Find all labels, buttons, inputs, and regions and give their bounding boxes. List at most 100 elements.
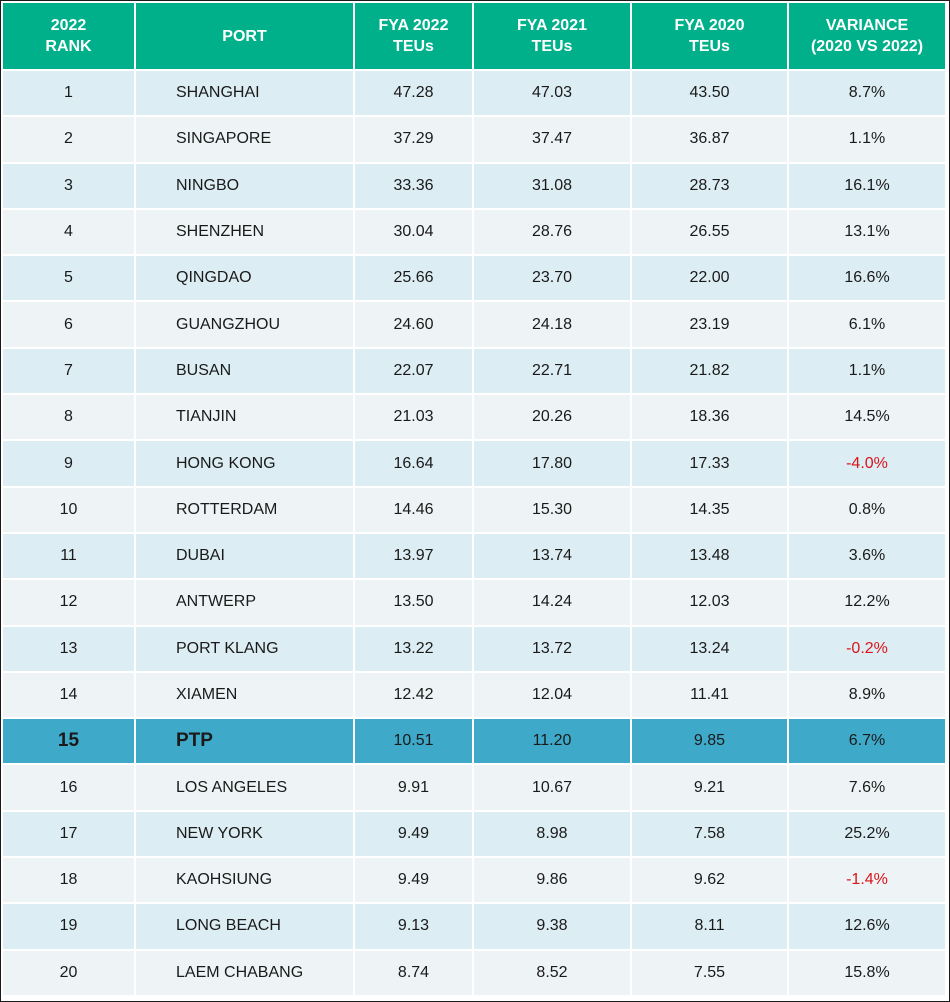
cell-port: SHANGHAI [136, 71, 353, 116]
cell-rank: 17 [3, 811, 134, 857]
cell-fya2021: 24.18 [474, 302, 630, 347]
cell-port: BUSAN [136, 348, 353, 394]
header-rank: 2022 RANK [3, 3, 134, 69]
header-fya2022-line-2: TEUs [393, 38, 434, 55]
cell-rank: 12 [3, 580, 134, 625]
table-row: 13 PORT KLANG 13.22 13.72 13.24 -0.2% [3, 626, 945, 671]
cell-fya2020: 13.48 [632, 533, 787, 579]
cell-rank: 3 [3, 163, 134, 208]
cell-fya2020: 21.82 [632, 348, 787, 394]
header-fya2022-line-1: FYA 2022 [378, 17, 449, 34]
table-row: 3 NINGBO 33.36 31.08 28.73 16.1% [3, 163, 945, 208]
cell-fya2020: 9.85 [632, 719, 787, 764]
header-fya2021-line-2: TEUs [531, 38, 573, 55]
cell-variance: 1.1% [789, 348, 945, 394]
cell-fya2022: 13.22 [355, 626, 472, 671]
table-row: 17 NEW YORK 9.49 8.98 7.58 25.2% [3, 811, 945, 857]
cell-fya2021: 37.47 [474, 117, 630, 162]
cell-port: GUANGZHOU [136, 302, 353, 347]
table-row: 11 DUBAI 13.97 13.74 13.48 3.6% [3, 533, 945, 579]
table-row: 4 SHENZHEN 30.04 28.76 26.55 13.1% [3, 209, 945, 255]
cell-port: PTP [136, 719, 353, 764]
cell-port: SINGAPORE [136, 117, 353, 162]
cell-variance: -4.0% [789, 441, 945, 486]
cell-port: NINGBO [136, 163, 353, 208]
cell-fya2021: 8.52 [474, 950, 630, 995]
cell-fya2021: 13.74 [474, 533, 630, 579]
cell-fya2021: 28.76 [474, 209, 630, 255]
cell-fya2020: 11.41 [632, 672, 787, 718]
cell-port: LAEM CHABANG [136, 950, 353, 995]
cell-rank: 6 [3, 302, 134, 347]
header-variance-line-1: VARIANCE [825, 17, 909, 34]
cell-port: DUBAI [136, 533, 353, 579]
cell-port: LOS ANGELES [136, 765, 353, 810]
cell-fya2022: 33.36 [355, 163, 472, 208]
cell-variance: 15.8% [789, 950, 945, 995]
cell-fya2021: 9.86 [474, 858, 630, 903]
cell-fya2022: 8.74 [355, 950, 472, 995]
cell-fya2020: 7.58 [632, 811, 787, 857]
table-row: 14 XIAMEN 12.42 12.04 11.41 8.9% [3, 672, 945, 718]
cell-fya2020: 9.21 [632, 765, 787, 810]
cell-rank: 9 [3, 441, 134, 486]
cell-fya2022: 47.28 [355, 71, 472, 116]
header-rank-line-2: RANK [45, 38, 92, 55]
cell-fya2021: 12.04 [474, 672, 630, 718]
cell-fya2021: 31.08 [474, 163, 630, 208]
table-row: 20 LAEM CHABANG 8.74 8.52 7.55 15.8% [3, 950, 945, 995]
cell-fya2020: 23.19 [632, 302, 787, 347]
cell-fya2021: 17.80 [474, 441, 630, 486]
cell-fya2022: 9.49 [355, 858, 472, 903]
cell-variance: 6.7% [789, 719, 945, 764]
cell-fya2020: 28.73 [632, 163, 787, 208]
cell-fya2022: 9.49 [355, 811, 472, 857]
table-row: 6 GUANGZHOU 24.60 24.18 23.19 6.1% [3, 302, 945, 347]
cell-rank: 1 [3, 71, 134, 116]
cell-variance: 12.6% [789, 904, 945, 949]
cell-fya2020: 8.11 [632, 904, 787, 949]
cell-variance: 16.1% [789, 163, 945, 208]
header-fya2021-line-1: FYA 2021 [517, 17, 587, 34]
cell-port: ROTTERDAM [136, 487, 353, 532]
cell-variance: 1.1% [789, 117, 945, 162]
cell-rank: 7 [3, 348, 134, 394]
cell-port: KAOHSIUNG [136, 858, 353, 903]
cell-port: LONG BEACH [136, 904, 353, 949]
cell-rank: 11 [3, 533, 134, 579]
cell-rank: 8 [3, 395, 134, 440]
cell-variance: 13.1% [789, 209, 945, 255]
header-fya2022: FYA 2022 TEUs [355, 3, 472, 69]
header-port: PORT [136, 3, 353, 69]
cell-fya2021: 9.38 [474, 904, 630, 949]
cell-variance: 8.7% [789, 71, 945, 116]
cell-fya2021: 22.71 [474, 348, 630, 394]
header-variance-line-2: (2020 VS 2022) [810, 38, 924, 55]
cell-rank: 20 [3, 950, 134, 995]
table-row: 7 BUSAN 22.07 22.71 21.82 1.1% [3, 348, 945, 394]
cell-fya2021: 20.26 [474, 395, 630, 440]
cell-fya2022: 30.04 [355, 209, 472, 255]
cell-variance: -1.4% [789, 858, 945, 903]
cell-variance: 14.5% [789, 395, 945, 440]
table-row: 9 HONG KONG 16.64 17.80 17.33 -4.0% [3, 441, 945, 486]
header-fya2020: FYA 2020 TEUs [632, 3, 787, 69]
table-row: 19 LONG BEACH 9.13 9.38 8.11 12.6% [3, 904, 945, 949]
cell-fya2021: 47.03 [474, 71, 630, 116]
table-row: 16 LOS ANGELES 9.91 10.67 9.21 7.6% [3, 765, 945, 810]
cell-fya2020: 17.33 [632, 441, 787, 486]
cell-fya2020: 12.03 [632, 580, 787, 625]
cell-fya2022: 22.07 [355, 348, 472, 394]
cell-fya2021: 8.98 [474, 811, 630, 857]
cell-rank: 14 [3, 672, 134, 718]
cell-rank: 13 [3, 626, 134, 671]
cell-fya2020: 9.62 [632, 858, 787, 903]
cell-rank: 10 [3, 487, 134, 532]
table-row: 12 ANTWERP 13.50 14.24 12.03 12.2% [3, 580, 945, 625]
cell-fya2022: 21.03 [355, 395, 472, 440]
cell-variance: 0.8% [789, 487, 945, 532]
cell-fya2021: 13.72 [474, 626, 630, 671]
header-rank-line-1: 2022 [50, 17, 87, 34]
cell-variance: 7.6% [789, 765, 945, 810]
